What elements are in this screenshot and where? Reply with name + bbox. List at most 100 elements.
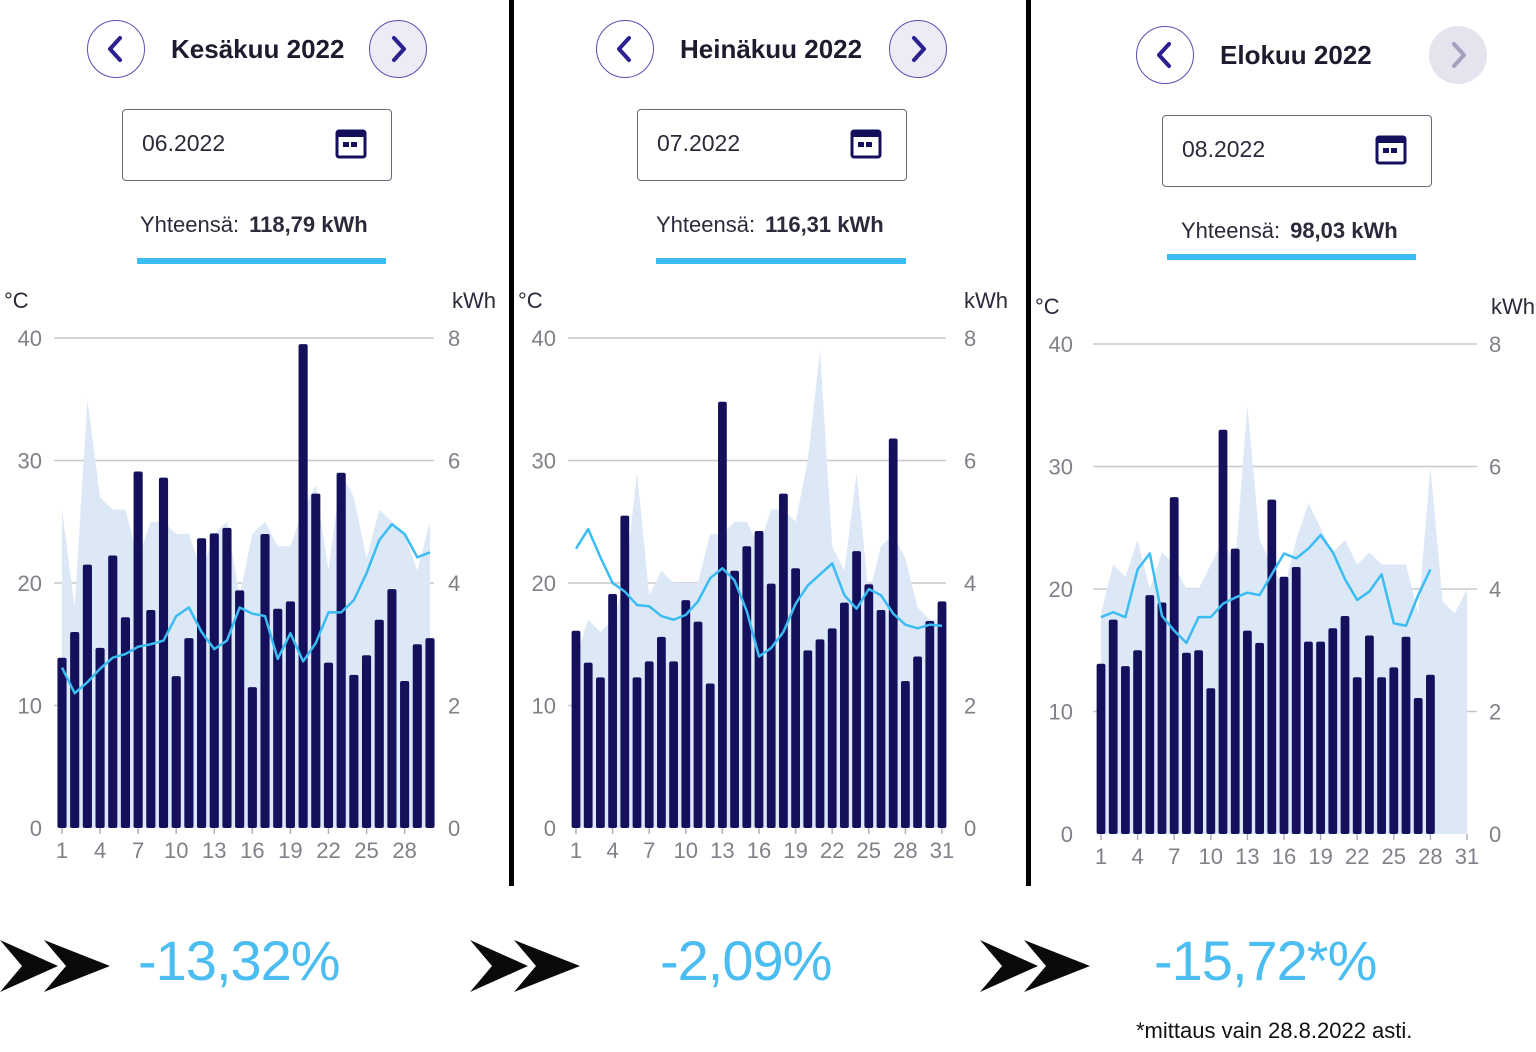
prev-month-button[interactable] — [1136, 26, 1194, 84]
total-label: Yhteensä: — [1181, 218, 1281, 243]
right-tick-label: 2 — [1489, 700, 1501, 725]
kwh-bar — [70, 632, 80, 828]
kwh-bar — [1365, 635, 1374, 834]
panel-june: Kesäkuu 2022 06.2022 Yhteensä: 118,79 kWh… — [0, 0, 512, 890]
right-tick-label: 8 — [964, 326, 976, 351]
kwh-bar — [1218, 429, 1228, 834]
date-value: 06.2022 — [142, 130, 226, 156]
month-title: Heinäkuu 2022 — [680, 34, 863, 64]
temperature-line — [60, 522, 431, 695]
kwh-bar — [260, 534, 270, 828]
kwh-bar — [1316, 641, 1325, 834]
kwh-bar — [888, 438, 898, 828]
calendar-icon[interactable] — [850, 128, 882, 160]
next-month-button[interactable] — [369, 20, 427, 78]
kwh-bar — [705, 683, 715, 828]
chevron-right-icon — [912, 36, 926, 62]
right-axis-label: kWh — [1491, 294, 1535, 319]
prev-month-button[interactable] — [596, 20, 654, 78]
x-tick-label: 1 — [56, 838, 68, 863]
kwh-bar — [925, 620, 935, 828]
kwh-bar — [718, 401, 727, 828]
left-tick-label: 40 — [532, 326, 556, 351]
month-date-field[interactable]: 08.2022 — [1162, 115, 1432, 187]
right-tick-label: 6 — [964, 449, 976, 474]
kwh-bar — [235, 590, 245, 828]
right-axis-label: kWh — [452, 288, 496, 313]
total-consumption: Yhteensä: 118,79 kWh — [140, 212, 368, 238]
kwh-bar — [1194, 650, 1203, 834]
x-tick-label: 10 — [674, 838, 698, 863]
total-underline — [137, 258, 386, 264]
footnote: *mittaus vain 28.8.2022 asti. — [1136, 1018, 1413, 1043]
calendar-icon[interactable] — [335, 128, 367, 160]
x-tick-label: 22 — [820, 838, 844, 863]
kwh-bar — [108, 555, 118, 828]
right-tick-label: 6 — [448, 449, 460, 474]
x-tick-label: 13 — [202, 838, 226, 863]
kwh-bar — [57, 657, 67, 828]
next-month-button[interactable] — [1429, 26, 1487, 84]
chevron-left-icon — [1157, 42, 1171, 68]
kwh-bar — [273, 608, 283, 828]
x-tick-label: 25 — [1382, 844, 1406, 869]
left-tick-label: 30 — [1049, 455, 1073, 480]
x-tick-label: 19 — [1308, 844, 1332, 869]
kwh-bar — [864, 584, 874, 828]
calendar-icon[interactable] — [1375, 134, 1407, 166]
left-tick-label: 40 — [18, 326, 42, 351]
kwh-bar — [197, 538, 207, 828]
kwh-bar — [1108, 619, 1118, 834]
panel-divider — [1026, 0, 1031, 886]
kwh-bar — [1426, 674, 1435, 834]
left-tick-label: 10 — [532, 694, 556, 719]
kwh-bar — [82, 564, 92, 828]
kwh-bar — [803, 650, 813, 828]
kwh-bar — [146, 609, 156, 828]
kwh-bar — [913, 656, 922, 828]
kwh-bar — [620, 515, 630, 828]
month-date-field[interactable]: 07.2022 — [637, 109, 907, 181]
x-tick-label: 19 — [278, 838, 302, 863]
left-tick-label: 10 — [1049, 700, 1073, 725]
kwh-bar — [669, 661, 678, 828]
x-tick-label: 7 — [132, 838, 144, 863]
kwh-bar — [730, 570, 739, 828]
change-percent: -2,09% — [660, 929, 832, 992]
double-arrow-icon — [980, 940, 1090, 992]
date-value: 07.2022 — [657, 130, 741, 156]
left-tick-label: 40 — [1049, 332, 1073, 357]
month-title: Kesäkuu 2022 — [171, 34, 345, 64]
right-tick-label: 2 — [964, 694, 976, 719]
kwh-bar — [901, 681, 910, 828]
kwh-bar — [571, 630, 581, 828]
panel-august: Elokuu 2022 08.2022 Yhteensä: 98,03 kWh °… — [1031, 0, 1536, 890]
kwh-bar — [791, 568, 800, 828]
x-tick-label: 7 — [1168, 844, 1180, 869]
temperature-line — [574, 527, 943, 658]
kwh-bar — [876, 609, 886, 828]
kwh-bar — [583, 662, 593, 828]
kwh-bar — [323, 662, 334, 828]
x-tick-label: 1 — [570, 838, 582, 863]
right-tick-label: 8 — [448, 326, 460, 351]
total-underline — [656, 258, 906, 264]
month-date-field[interactable]: 06.2022 — [122, 109, 392, 181]
x-tick-label: 28 — [1418, 844, 1442, 869]
kwh-bar — [209, 533, 219, 828]
x-tick-label: 16 — [747, 838, 771, 863]
right-axis-label: kWh — [964, 288, 1008, 313]
kwh-bar — [374, 619, 384, 828]
kwh-bar — [681, 600, 691, 828]
x-tick-label: 25 — [857, 838, 881, 863]
right-tick-label: 8 — [1489, 332, 1501, 357]
date-value: 08.2022 — [1182, 136, 1266, 162]
right-tick-label: 0 — [448, 816, 460, 841]
x-tick-label: 10 — [1199, 844, 1223, 869]
next-month-button[interactable] — [889, 20, 947, 78]
kwh-bar — [184, 638, 194, 828]
prev-month-button[interactable] — [87, 20, 145, 78]
kwh-bar — [779, 493, 788, 828]
